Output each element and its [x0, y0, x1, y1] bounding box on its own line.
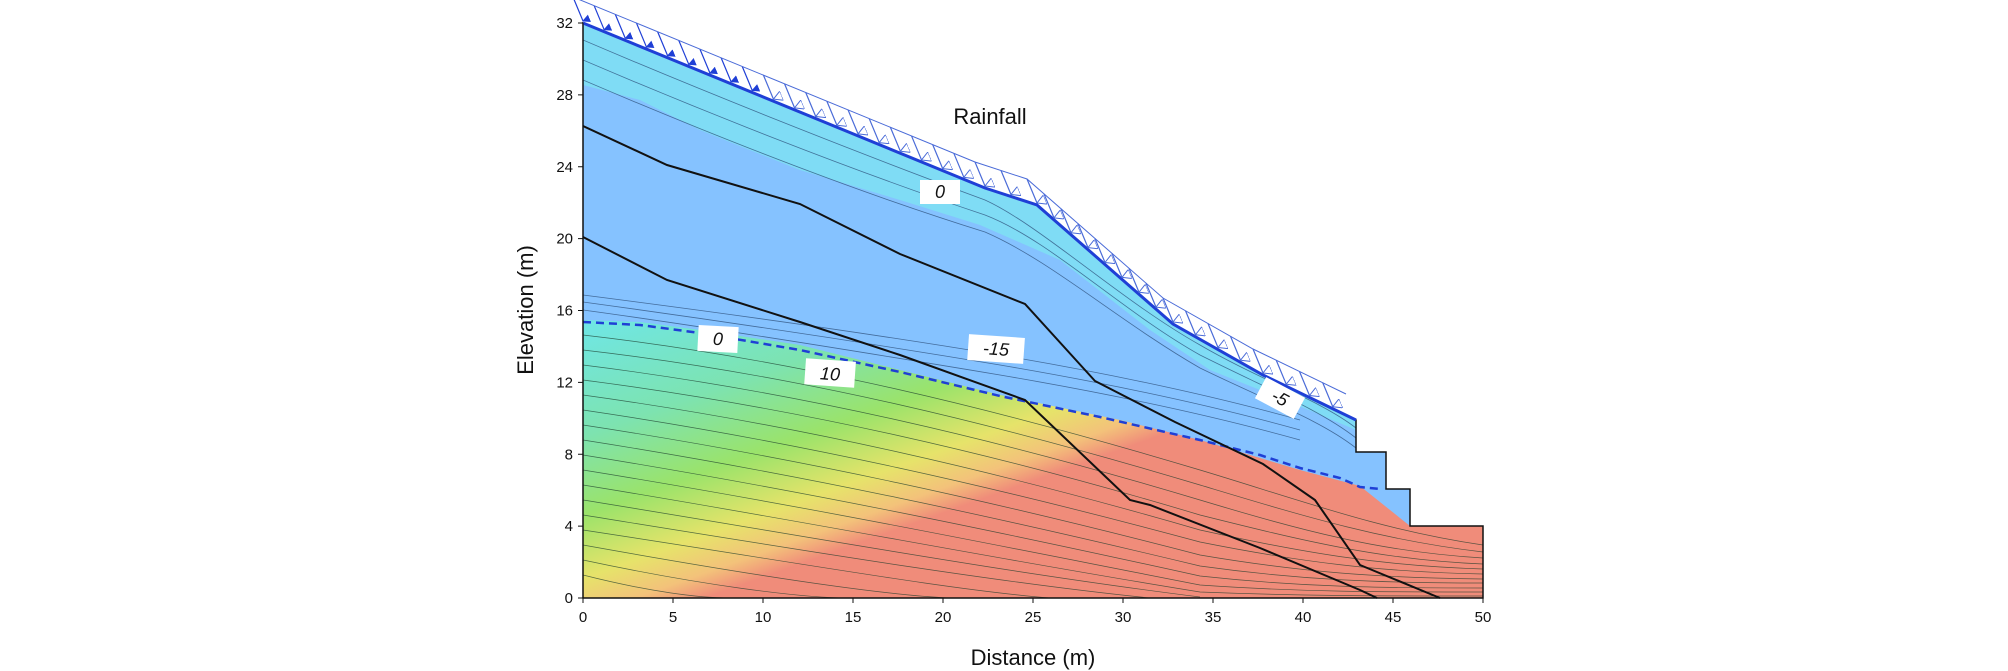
- rain-envelope-line: [578, 0, 1347, 395]
- rain-arrow: [1298, 371, 1310, 396]
- contour-label-minus5: -5: [1254, 377, 1306, 419]
- y-tick-label: 32: [556, 15, 573, 32]
- rain-arrow: [741, 66, 761, 92]
- rain-arrow: [932, 144, 943, 169]
- rain-arrow: [953, 153, 964, 177]
- rain-arrow: [1145, 282, 1156, 307]
- rain-arrow: [1060, 208, 1071, 233]
- rain-arrow: [1128, 268, 1139, 292]
- svg-text:10: 10: [819, 363, 840, 384]
- svg-text:-15: -15: [982, 338, 1010, 360]
- x-tick-label: 30: [1115, 609, 1132, 626]
- contour-lines-saturated: [583, 334, 1483, 598]
- wetting-front-zone: [583, 23, 1356, 430]
- x-tick-label: 5: [669, 609, 677, 626]
- rain-arrow: [1184, 310, 1196, 335]
- y-tick-label: 28: [556, 87, 573, 104]
- rain-arrow: [657, 31, 676, 57]
- x-tick-label: 15: [845, 609, 862, 626]
- contour-label-minus15: -15: [967, 334, 1025, 364]
- rain-arrow: [1043, 193, 1054, 218]
- rain-arrow: [847, 109, 858, 134]
- rain-arrow: [593, 5, 613, 31]
- x-axis-label: Distance (m): [971, 645, 1096, 670]
- rain-arrow: [635, 22, 655, 49]
- rain-arrow: [1111, 253, 1122, 277]
- rain-arrow: [868, 118, 879, 143]
- y-axis: 0 4 8 12 16 20 24 28 32 Elevation (m): [513, 15, 584, 607]
- y-tick-label: 0: [565, 590, 573, 607]
- rain-arrow: [784, 83, 795, 108]
- y-tick-label: 8: [565, 446, 573, 463]
- rain-arrow: [1252, 348, 1263, 373]
- infiltration-boundary: [582, 21, 1357, 422]
- rain-arrow: [720, 57, 740, 83]
- rain-arrow: [1077, 223, 1088, 248]
- y-tick-label: 16: [556, 303, 573, 320]
- rain-arrow: [1162, 297, 1173, 322]
- x-tick-label: 25: [1025, 609, 1042, 626]
- rain-arrow: [573, 0, 591, 22]
- svg-text:0: 0: [935, 182, 945, 202]
- rain-arrow: [910, 135, 922, 160]
- rain-arrow: [1322, 382, 1333, 407]
- contour-label-0-top: 0: [920, 180, 960, 204]
- svg-text:0: 0: [712, 329, 723, 349]
- x-tick-label: 35: [1205, 609, 1222, 626]
- x-tick-label: 50: [1475, 609, 1492, 626]
- x-tick-label: 20: [935, 609, 952, 626]
- material-boundaries: [582, 125, 1441, 599]
- rain-arrow: [1229, 336, 1241, 360]
- contour-label-10: 10: [804, 358, 856, 388]
- y-tick-label: 4: [565, 518, 573, 535]
- rain-arrow: [1026, 178, 1037, 203]
- rain-arrow: [699, 48, 718, 75]
- pore-pressure-domain: [583, 23, 1483, 598]
- x-tick-label: 0: [579, 609, 587, 626]
- rain-arrow: [614, 14, 634, 40]
- x-tick-label: 10: [755, 609, 772, 626]
- rain-arrow: [762, 74, 773, 99]
- rain-arrow: [1000, 170, 1011, 195]
- rain-arrow: [826, 100, 837, 125]
- rainfall-label: Rainfall: [953, 104, 1026, 129]
- y-axis-label: Elevation (m): [513, 245, 538, 375]
- x-tick-label: 45: [1385, 609, 1402, 626]
- y-tick-label: 24: [556, 159, 573, 176]
- rain-arrow: [1275, 360, 1286, 384]
- x-axis: 0 5 10 15 20 25 30 35 40 45 50 Distance (m): [579, 597, 1492, 670]
- rain-arrow: [974, 161, 985, 186]
- rain-arrow: [1094, 238, 1105, 263]
- rainfall-arrows: [573, 0, 1347, 407]
- y-tick-label: 20: [556, 231, 573, 248]
- rain-arrow: [678, 40, 697, 66]
- rain-arrow: [805, 92, 816, 117]
- x-tick-label: 40: [1295, 609, 1312, 626]
- rain-arrow: [889, 127, 900, 151]
- rain-arrow: [1207, 323, 1218, 348]
- contour-label-0-water-table: 0: [697, 324, 739, 354]
- y-tick-label: 12: [556, 374, 573, 391]
